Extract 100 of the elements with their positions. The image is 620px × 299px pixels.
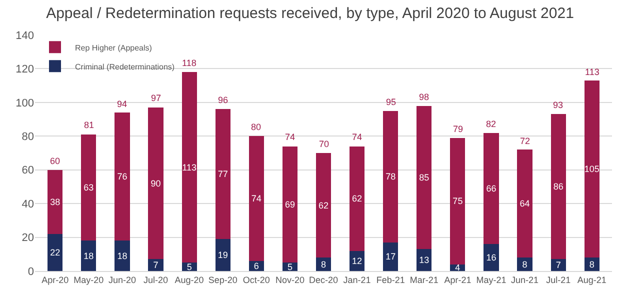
data-label: 113 <box>182 162 196 172</box>
bar <box>316 153 332 258</box>
bar <box>248 136 264 261</box>
y-tick-label: 140 <box>16 30 34 42</box>
data-label: 5 <box>287 262 292 272</box>
y-tick-label: 20 <box>22 232 34 244</box>
x-tick-label: Feb-21 <box>376 274 405 285</box>
total-label: 74 <box>285 132 296 142</box>
bar <box>450 138 466 264</box>
bar <box>114 240 130 271</box>
data-label: 7 <box>153 260 158 270</box>
y-tick-label: 80 <box>22 130 34 143</box>
data-label: 17 <box>386 252 396 262</box>
bar <box>550 259 566 271</box>
x-tick-label: Mar-21 <box>410 274 438 285</box>
total-label: 97 <box>151 93 162 103</box>
total-label: 79 <box>453 124 464 134</box>
y-tick-label: 60 <box>22 164 34 177</box>
data-label: 18 <box>117 250 128 261</box>
data-label: 22 <box>50 247 60 258</box>
total-label: 94 <box>117 99 128 109</box>
total-label: 74 <box>352 132 362 142</box>
data-label: 62 <box>318 200 329 210</box>
data-label: 8 <box>522 259 528 270</box>
bar <box>215 238 230 271</box>
data-label: 16 <box>486 252 496 263</box>
x-tick-label: Oct-20 <box>242 274 270 285</box>
bar <box>550 114 566 260</box>
data-label: 77 <box>218 169 228 180</box>
data-label: 18 <box>84 250 94 261</box>
total-label: 72 <box>520 136 530 146</box>
data-label: 64 <box>520 198 530 209</box>
total-label: 98 <box>419 92 430 102</box>
total-label: 81 <box>84 120 94 130</box>
x-tick-label: May-20 <box>74 274 104 285</box>
data-label: 66 <box>486 183 496 194</box>
x-tick-label: Nov-20 <box>275 274 304 285</box>
total-label: 95 <box>386 97 396 107</box>
data-label: 5 <box>186 262 192 272</box>
bar <box>584 80 600 258</box>
x-tick-label: Jun-21 <box>511 274 539 285</box>
data-label: 6 <box>254 260 259 271</box>
data-label: 75 <box>452 196 463 206</box>
x-tick-label: Jul-20 <box>144 274 168 285</box>
total-label: 93 <box>553 100 564 110</box>
bar <box>81 134 96 241</box>
data-label: 13 <box>419 255 430 266</box>
x-tick-label: Apr-20 <box>42 274 69 285</box>
bar <box>215 109 230 239</box>
legend-label: Rep Higher (Appeals) <box>75 43 152 52</box>
bar <box>383 242 398 271</box>
chart-title: Appeal / Redetermination requests received, by type, April 2020 to August 2021 <box>46 4 574 22</box>
y-tick-label: 40 <box>22 198 34 210</box>
data-label: 78 <box>386 172 396 182</box>
total-label: 80 <box>251 122 262 132</box>
bar <box>148 107 164 260</box>
x-tick-label: Dec-20 <box>308 274 338 285</box>
data-label: 19 <box>218 250 228 260</box>
bar <box>282 146 298 263</box>
x-tick-label: Jun-20 <box>108 274 136 285</box>
bar <box>114 112 130 241</box>
legend-label: Criminal (Redeterminations) <box>75 62 175 72</box>
total-label: 113 <box>585 67 600 77</box>
data-label: 69 <box>284 199 295 210</box>
x-tick-label: Apr-21 <box>444 274 472 285</box>
total-label: 96 <box>218 95 228 105</box>
data-label: 86 <box>553 182 564 192</box>
x-tick-label: Sep-20 <box>208 274 238 285</box>
data-label: 105 <box>584 164 600 174</box>
bar <box>517 258 532 271</box>
x-tick-label: Jul-21 <box>546 274 571 285</box>
data-label: 63 <box>84 182 94 193</box>
data-label: 85 <box>419 172 430 182</box>
bar <box>81 240 96 271</box>
data-label: 90 <box>150 178 161 188</box>
bar <box>484 244 499 271</box>
bar <box>383 110 398 242</box>
y-tick-label: 0 <box>28 266 34 278</box>
total-label: 118 <box>182 58 196 68</box>
x-tick-label: May-21 <box>476 274 506 285</box>
data-label: 8 <box>320 259 326 270</box>
total-label: 60 <box>50 156 60 166</box>
data-label: 38 <box>50 196 60 207</box>
y-tick-label: 120 <box>16 64 34 76</box>
bar <box>416 106 432 250</box>
bar <box>182 72 197 263</box>
x-tick-label: Jan-21 <box>343 274 371 285</box>
data-label: 62 <box>352 194 362 204</box>
y-tick-label: 100 <box>16 97 34 110</box>
bar <box>350 146 365 251</box>
total-label: 70 <box>319 139 330 149</box>
total-label: 82 <box>486 119 496 129</box>
x-tick-label: Aug-20 <box>174 274 204 285</box>
bar <box>484 132 499 244</box>
data-label: 76 <box>117 172 128 182</box>
data-label: 7 <box>556 260 561 270</box>
data-label: 12 <box>352 256 362 266</box>
data-label: 4 <box>455 262 460 273</box>
bar <box>48 234 63 271</box>
bar <box>517 150 532 258</box>
